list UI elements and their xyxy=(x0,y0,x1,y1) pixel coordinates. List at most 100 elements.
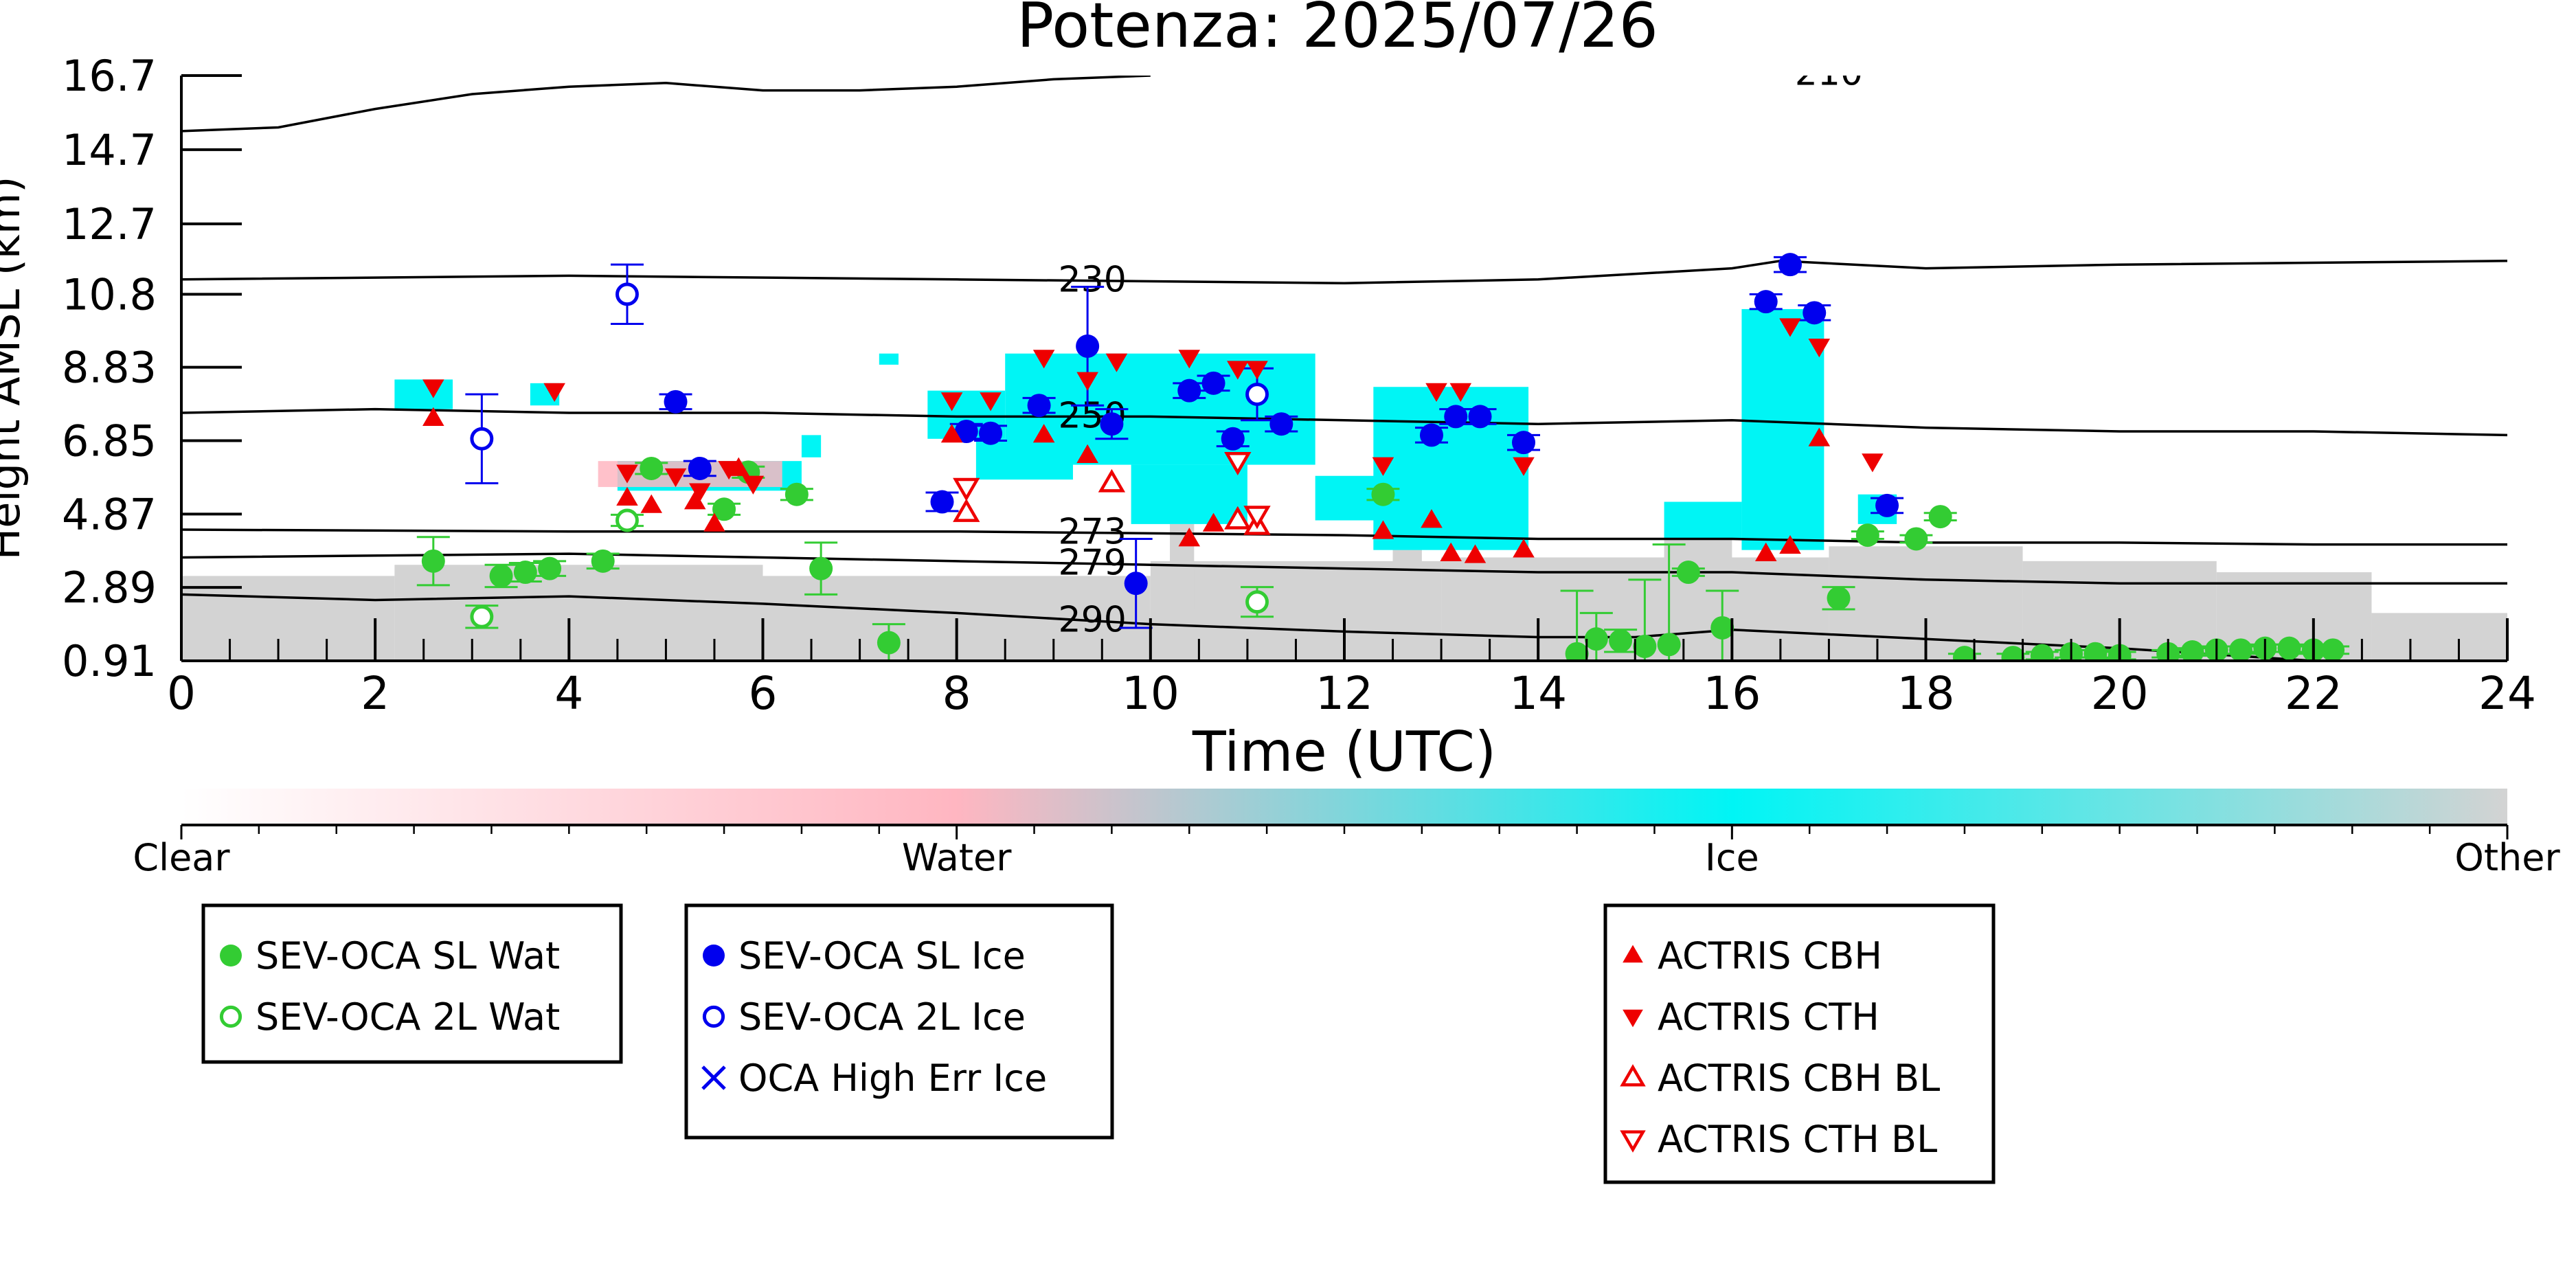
legend-entry: OCA High Err Ice xyxy=(701,1057,1047,1100)
cloud-mask-ice xyxy=(879,353,899,365)
legend-label: SEV-OCA SL Wat xyxy=(256,934,560,978)
data-point xyxy=(742,475,765,495)
legend-label: SEV-OCA 2L Wat xyxy=(256,995,560,1039)
legend-label: ACTRIS CBH BL xyxy=(1658,1057,1940,1100)
data-point xyxy=(2180,640,2204,661)
legend-marker xyxy=(1620,1064,1646,1087)
isotherm-label: 210 xyxy=(1795,52,1863,93)
x-tick-label: 2 xyxy=(361,667,389,720)
data-point xyxy=(683,490,706,510)
data-point xyxy=(2083,642,2108,661)
data-point xyxy=(1178,350,1201,369)
data-point xyxy=(1201,371,1225,395)
data-point xyxy=(470,605,494,629)
x-tick-label: 6 xyxy=(749,667,778,720)
data-point xyxy=(1076,372,1098,391)
legends: SEV-OCA SL Wat SEV-OCA 2L Wat SEV-OCA SL I… xyxy=(201,903,1996,1184)
cloud-mask-other xyxy=(181,576,395,661)
legend-frame xyxy=(201,903,623,1064)
cloud-mask-other xyxy=(2371,613,2507,661)
data-point xyxy=(930,490,954,514)
data-point xyxy=(1875,493,1899,517)
data-point xyxy=(616,464,638,484)
legend-entry: ACTRIS CBH BL xyxy=(1620,1057,1940,1100)
data-point xyxy=(2321,638,2345,661)
data-point xyxy=(1221,427,1245,451)
data-point xyxy=(1419,423,1443,447)
data-point xyxy=(2001,646,2025,661)
data-point xyxy=(1904,527,1928,551)
data-point xyxy=(712,497,736,521)
data-point xyxy=(2030,644,2054,661)
data-point xyxy=(1676,561,1700,585)
legend-entry: SEV-OCA SL Wat xyxy=(220,934,560,978)
data-point xyxy=(1952,646,1976,661)
legend-entry: SEV-OCA 2L Ice xyxy=(702,995,1026,1039)
data-point xyxy=(940,392,963,411)
data-point xyxy=(1372,457,1394,476)
y-tick-label: 14.7 xyxy=(62,125,157,175)
data-point xyxy=(979,421,1003,445)
data-point xyxy=(877,631,901,655)
y-tick-label: 12.7 xyxy=(62,199,157,249)
legend-box: ACTRIS CBH ACTRIS CTH ACTRIS CBH BL ACTRIS … xyxy=(1603,903,1996,1184)
data-point xyxy=(1754,542,1777,561)
data-point xyxy=(1421,509,1443,528)
x-tick-label: 4 xyxy=(554,667,583,720)
data-point xyxy=(1778,253,1802,277)
legend-marker xyxy=(702,1005,725,1028)
data-point xyxy=(421,549,445,573)
isotherm-line xyxy=(181,528,2507,546)
data-point xyxy=(615,282,639,306)
data-point xyxy=(422,379,444,398)
cloud-mask-ice xyxy=(1664,501,1742,539)
data-point xyxy=(1440,542,1462,561)
legend-marker xyxy=(220,945,242,967)
data-point xyxy=(640,494,663,513)
y-tick-label: 2.89 xyxy=(62,563,157,613)
data-point xyxy=(1754,290,1778,314)
cloud-mask-ice xyxy=(1741,308,1824,550)
y-tick-label: 16.7 xyxy=(62,51,157,101)
data-point xyxy=(1202,512,1225,532)
data-point xyxy=(591,549,615,573)
data-point xyxy=(489,564,513,588)
y-tick-label: 0.91 xyxy=(62,636,157,686)
data-point xyxy=(1827,586,1851,610)
data-point xyxy=(940,424,963,443)
data-point xyxy=(1105,353,1128,372)
legend-label: SEV-OCA 2L Ice xyxy=(738,995,1026,1039)
data-point xyxy=(688,456,712,480)
isotherm-label: 290 xyxy=(1059,600,1127,641)
colorbar-label: Other xyxy=(2454,836,2560,879)
colorbar-label: Water xyxy=(902,836,1012,879)
data-point xyxy=(1100,412,1124,436)
x-tick-label: 8 xyxy=(942,667,971,720)
data-point xyxy=(1584,627,1608,651)
data-point xyxy=(1245,383,1269,406)
data-point xyxy=(1633,634,1657,658)
data-point xyxy=(1372,520,1394,539)
legend-label: OCA High Err Ice xyxy=(738,1057,1047,1100)
data-point xyxy=(1609,629,1633,653)
data-point xyxy=(615,508,639,532)
legend-box: SEV-OCA SL Wat SEV-OCA 2L Wat xyxy=(201,903,623,1064)
data-point xyxy=(1710,615,1735,640)
series-sev-oca-2l-ice xyxy=(465,263,1274,485)
data-point xyxy=(2277,636,2301,660)
legend-frame xyxy=(684,903,1114,1140)
data-point xyxy=(1512,431,1536,455)
cloud-mask-ice xyxy=(801,435,822,457)
y-axis-label: Height AMSL (km) xyxy=(0,177,30,561)
data-point xyxy=(1449,383,1472,402)
data-point xyxy=(513,561,537,585)
x-axis-ticks: 0 2 4 6 8 10 12 14 16 18 20 22 24 xyxy=(167,618,2536,720)
data-point xyxy=(1227,361,1249,380)
x-tick-label: 10 xyxy=(1122,667,1179,720)
data-point xyxy=(616,486,638,506)
data-point xyxy=(703,512,725,532)
isotherm-line xyxy=(181,407,2507,437)
data-point xyxy=(1444,405,1468,429)
data-point xyxy=(1076,334,1100,358)
x-tick-label: 12 xyxy=(1315,667,1373,720)
